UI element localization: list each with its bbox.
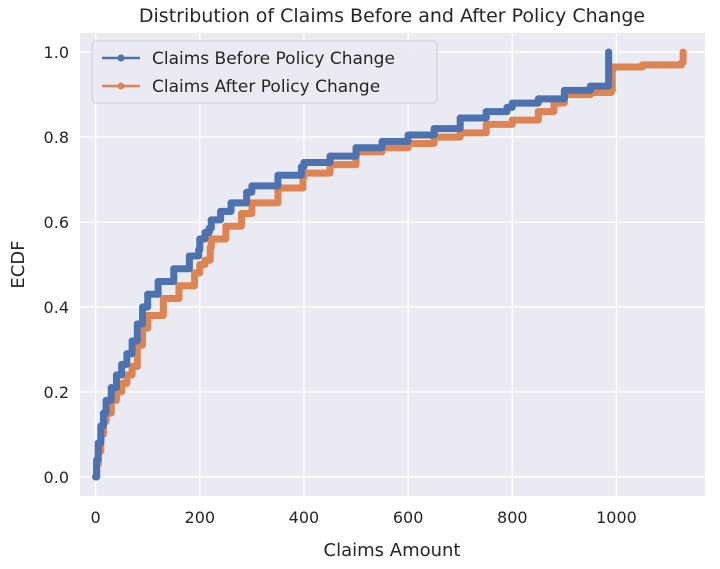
x-axis-label: Claims Amount — [324, 540, 461, 561]
data-point — [201, 256, 209, 264]
data-point — [352, 144, 360, 152]
data-point — [195, 246, 203, 254]
data-point — [170, 265, 178, 273]
data-point — [94, 439, 102, 447]
y-tick-label: 0.8 — [44, 128, 69, 147]
data-point — [300, 159, 308, 167]
x-tick-label: 600 — [393, 508, 424, 527]
data-point — [196, 235, 204, 243]
y-tick-label: 0.2 — [44, 383, 69, 402]
data-point — [378, 137, 386, 145]
x-tick-label: 0 — [91, 508, 101, 527]
data-point — [227, 199, 235, 207]
data-point — [159, 294, 167, 302]
legend-label-before: Claims Before Policy Change — [152, 49, 395, 69]
data-point — [207, 235, 215, 243]
x-tick-label: 400 — [289, 508, 320, 527]
data-point — [404, 131, 412, 139]
data-point — [175, 282, 183, 290]
x-tick-label: 800 — [497, 508, 528, 527]
data-point — [128, 337, 136, 345]
series-layer — [92, 48, 687, 481]
data-point — [207, 216, 215, 224]
data-point — [205, 224, 213, 232]
data-point — [508, 116, 516, 124]
data-point — [605, 48, 613, 56]
data-point — [534, 95, 542, 103]
data-point — [430, 125, 438, 133]
y-tick-label: 1.0 — [44, 43, 69, 62]
data-point — [217, 207, 225, 215]
data-point — [503, 103, 511, 111]
data-point — [93, 456, 101, 464]
data-point — [243, 188, 251, 196]
data-point — [97, 422, 105, 430]
data-point — [191, 269, 199, 277]
data-point — [274, 171, 282, 179]
data-point — [206, 244, 214, 252]
data-point — [107, 384, 115, 392]
data-point — [679, 48, 687, 56]
y-axis-label: ECDF — [8, 240, 29, 288]
data-point — [133, 320, 141, 328]
data-point — [534, 108, 542, 116]
data-point — [185, 252, 193, 260]
data-point — [144, 290, 152, 298]
legend-box — [91, 40, 438, 104]
data-point — [92, 473, 100, 481]
data-point — [678, 59, 686, 67]
legend-marker-after — [117, 82, 125, 90]
data-point — [586, 82, 594, 90]
series-before — [92, 48, 613, 481]
data-point — [639, 61, 646, 69]
data-point — [508, 99, 516, 107]
data-point — [102, 396, 110, 404]
data-point — [222, 222, 230, 230]
plot-area — [80, 33, 705, 496]
data-point — [99, 409, 107, 417]
data-point — [482, 120, 490, 128]
data-point — [139, 303, 146, 311]
data-point — [237, 210, 245, 218]
x-tick-label: 1000 — [596, 508, 637, 527]
data-point — [196, 261, 204, 268]
data-point — [326, 152, 334, 160]
y-tick-label: 0.6 — [44, 213, 69, 232]
data-point — [154, 277, 162, 285]
chart-title: Distribution of Claims Before and After … — [139, 5, 645, 27]
legend-label-after: Claims After Policy Change — [152, 77, 380, 97]
data-point — [560, 86, 568, 94]
data-point — [605, 78, 613, 86]
data-point — [123, 350, 131, 358]
y-tick-label: 0.0 — [44, 468, 69, 487]
data-point — [248, 182, 256, 190]
y-tick-label: 0.4 — [44, 298, 69, 317]
legend: Claims Before Policy Change Claims After… — [91, 40, 438, 104]
tick-labels: 0 200 400 600 800 1000 0.0 0.2 0.4 0.6 0.8 1.0 — [44, 43, 637, 527]
data-point — [482, 108, 490, 116]
x-tick-label: 200 — [185, 508, 216, 527]
data-point — [112, 371, 120, 379]
legend-marker-before — [117, 54, 125, 62]
data-point — [456, 114, 464, 122]
data-point — [118, 360, 126, 368]
